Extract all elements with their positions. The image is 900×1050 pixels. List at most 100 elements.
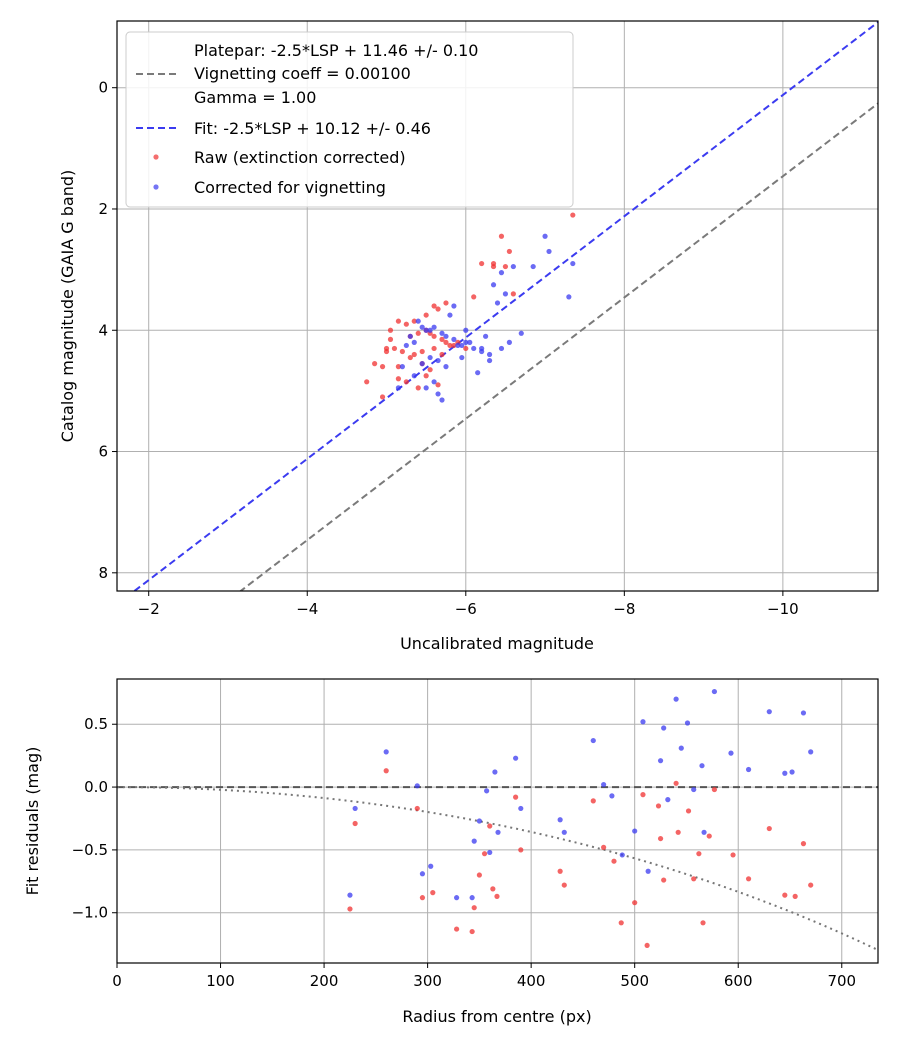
raw-point (454, 926, 460, 932)
raw-point (352, 820, 358, 827)
corrected-point (451, 336, 457, 342)
calibration-x-axis-label: Uncalibrated magnitude (400, 634, 594, 653)
corrected-point (701, 829, 707, 835)
raw-point (510, 291, 516, 297)
raw-point (502, 263, 509, 270)
raw-point (387, 336, 394, 342)
raw-point (372, 361, 378, 367)
corrected-point (557, 817, 563, 823)
corrected-point (415, 318, 421, 324)
raw-point (414, 805, 420, 812)
raw-point (476, 872, 482, 878)
corrected-point (427, 327, 433, 333)
corrected-point (352, 805, 358, 812)
raw-point (618, 920, 624, 926)
raw-point (431, 333, 437, 339)
corrected-point (447, 312, 453, 318)
raw-point (451, 342, 457, 349)
residuals-axes-frame (116, 678, 879, 964)
corrected-point (467, 339, 473, 345)
raw-point (435, 306, 441, 312)
corrected-point (428, 863, 434, 869)
raw-point (443, 339, 449, 345)
raw-point (673, 780, 679, 786)
x-tick-label: 300 (413, 972, 442, 990)
x-tick-label: 200 (310, 972, 339, 990)
corrected-point (546, 248, 552, 255)
y-tick-label: 0.5 (84, 715, 108, 733)
raw-point (439, 351, 445, 358)
y-tick-label: 4 (98, 321, 108, 339)
corrected-point (423, 385, 429, 391)
corrected-point (661, 725, 667, 731)
corrected-point (782, 770, 788, 776)
raw-point (391, 345, 398, 352)
raw-point (439, 336, 445, 342)
raw-point (411, 318, 417, 324)
corrected-point (711, 688, 718, 695)
corrected-point (800, 710, 807, 716)
raw-point (706, 833, 712, 839)
corrected-point (506, 339, 512, 345)
corrected-point (518, 330, 524, 336)
corrected-point (570, 260, 576, 267)
corrected-point (347, 892, 353, 898)
x-tick-label: 400 (517, 972, 546, 990)
corrected-point (566, 294, 572, 300)
raw-point (443, 300, 449, 306)
raw-point (490, 886, 496, 892)
legend-raw-marker-icon (153, 154, 159, 160)
raw-point (632, 900, 638, 906)
raw-point (430, 890, 436, 896)
raw-point (518, 847, 524, 853)
residuals-chart: 0 100 200 300 400 500 600 700 0.5 0.0 −0.5 −1.0 Rad… (23, 678, 879, 1026)
fit-fit-line (132, 21, 878, 591)
corrected-point (451, 303, 457, 309)
raw-point (395, 376, 402, 382)
corrected-point (494, 300, 501, 306)
raw-point (561, 882, 567, 888)
raw-point (557, 868, 563, 874)
corrected-point (459, 342, 465, 349)
corrected-point (431, 324, 437, 330)
corrected-point (678, 745, 684, 751)
raw-point (696, 851, 702, 857)
corrected-point (487, 849, 493, 856)
corrected-point (808, 749, 814, 755)
corrected-point (484, 788, 490, 794)
y-tick-label: −1.0 (72, 904, 108, 922)
raw-point (403, 379, 409, 385)
x-tick-label: 100 (206, 972, 235, 990)
corrected-point (439, 330, 445, 336)
legend-platepar-label: Platepar: -2.5*LSP + 11.46 +/- 0.10 (194, 41, 478, 60)
raw-point (431, 303, 437, 309)
raw-point (423, 373, 429, 379)
raw-point (490, 263, 497, 270)
corrected-point (609, 793, 615, 799)
raw-point (655, 803, 662, 809)
raw-point (481, 851, 488, 857)
legend-fit-label: Fit: -2.5*LSP + 10.12 +/- 0.46 (194, 119, 431, 138)
residuals-y-axis-label: Fit residuals (mag) (23, 747, 42, 896)
x-tick-label: −10 (767, 600, 799, 618)
raw-point (711, 786, 718, 793)
raw-point (800, 841, 807, 847)
corrected-point (728, 750, 734, 756)
raw-point (657, 835, 664, 842)
raw-point (411, 351, 417, 358)
corrected-point (419, 324, 425, 330)
calibration-axes-frame (116, 20, 879, 592)
corrected-point (495, 829, 501, 835)
raw-point (792, 893, 798, 899)
raw-point (611, 858, 617, 864)
corrected-point (561, 829, 567, 835)
raw-point (570, 212, 576, 218)
raw-point (494, 893, 500, 899)
raw-point (395, 364, 402, 370)
calibration-points (364, 212, 576, 403)
corrected-point (640, 719, 646, 725)
corrected-point (789, 769, 795, 775)
corrected-point (443, 333, 449, 339)
raw-point (644, 942, 650, 949)
raw-point (427, 367, 433, 373)
